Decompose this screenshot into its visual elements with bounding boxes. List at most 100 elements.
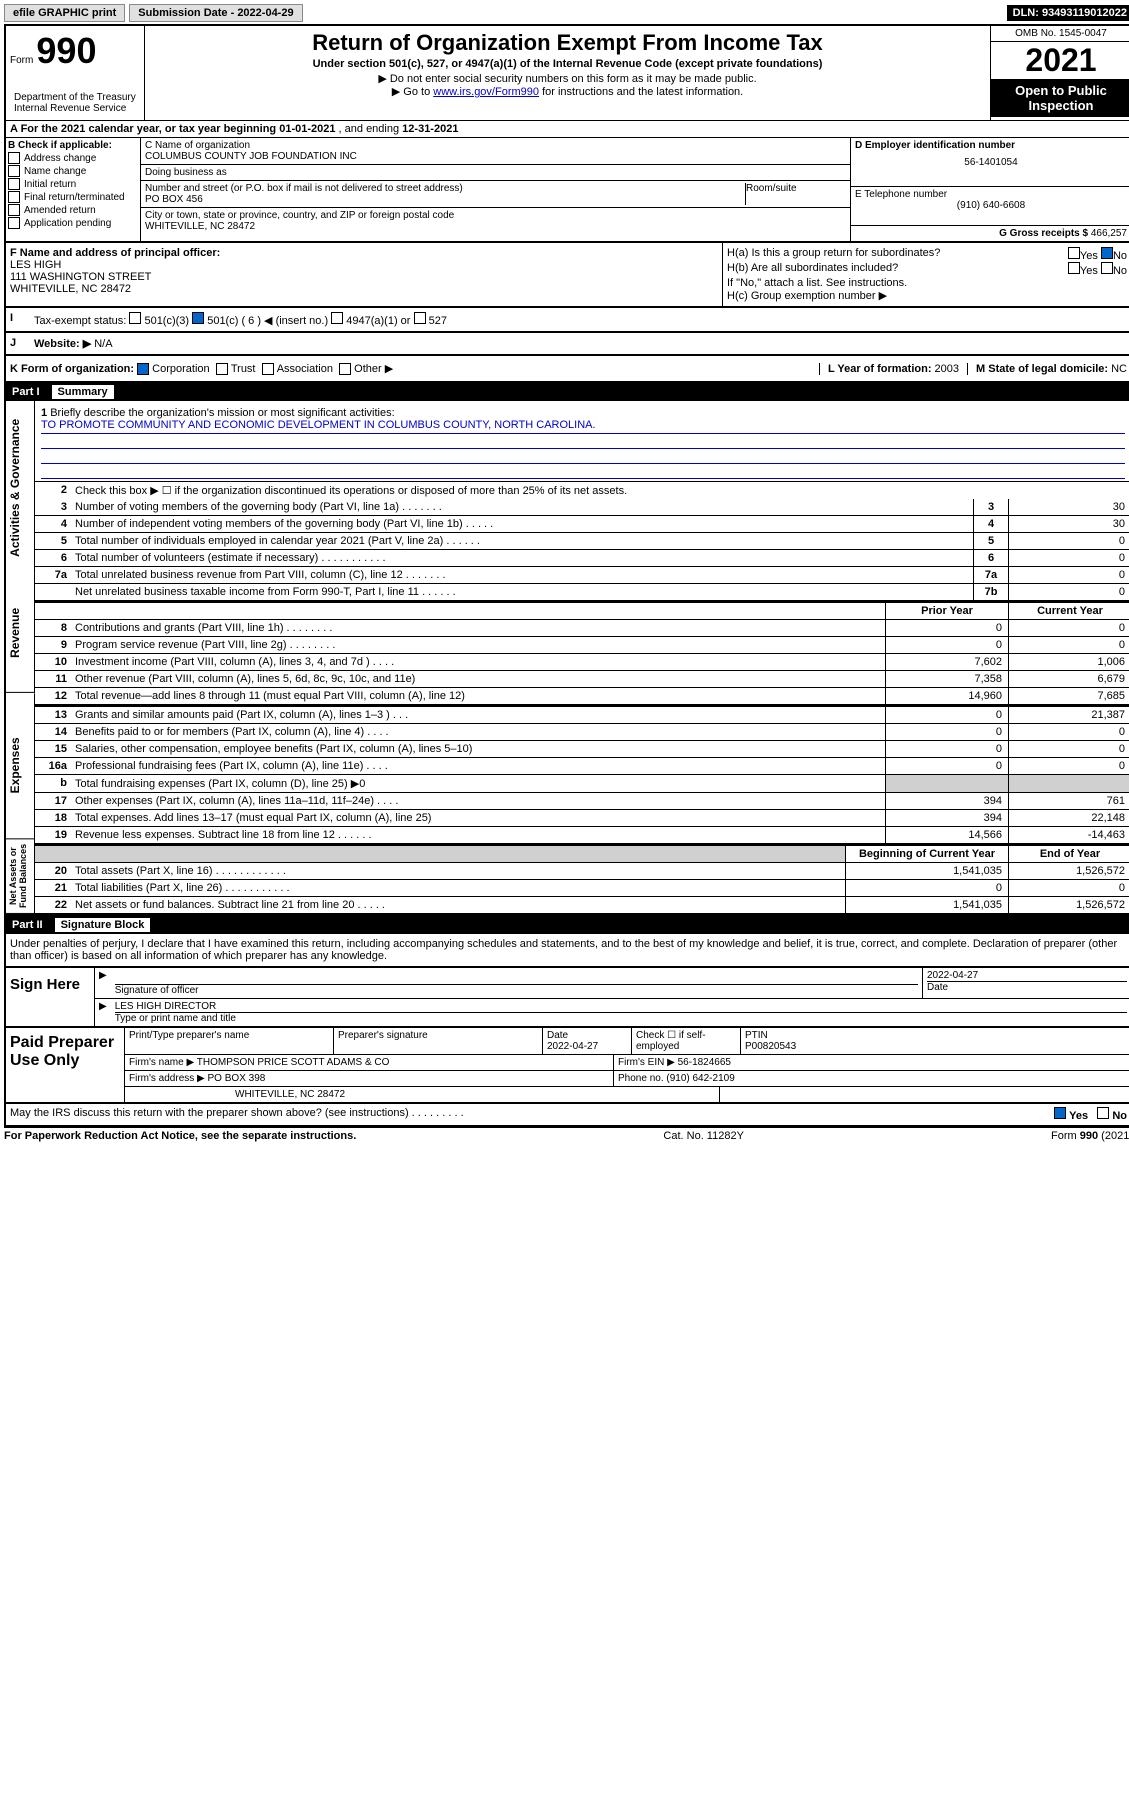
summary-line: 15Salaries, other compensation, employee… <box>35 741 1129 758</box>
summary-line: 6Total number of volunteers (estimate if… <box>35 550 1129 567</box>
summary-line: 16aProfessional fundraising fees (Part I… <box>35 758 1129 775</box>
print-name-label: Type or print name and title <box>115 1012 1127 1024</box>
summary-line: 10Investment income (Part VIII, column (… <box>35 654 1129 671</box>
vtab-revenue: Revenue <box>6 574 35 693</box>
summary-line: 17Other expenses (Part IX, column (A), l… <box>35 793 1129 810</box>
summary-line: bTotal fundraising expenses (Part IX, co… <box>35 775 1129 793</box>
gross-value: 466,257 <box>1091 228 1127 239</box>
part2-header: Part II Signature Block <box>4 916 1129 934</box>
firm-phone: (910) 642-2109 <box>666 1073 734 1084</box>
identity-section: B Check if applicable: Address change Na… <box>4 137 1129 243</box>
dba-label: Doing business as <box>145 167 846 178</box>
arrow-icon: ▶ <box>95 968 111 998</box>
mission-box: 1 Briefly describe the organization's mi… <box>35 401 1129 482</box>
checkbox-hb-yes[interactable] <box>1068 262 1080 274</box>
summary-line: 7aTotal unrelated business revenue from … <box>35 567 1129 584</box>
checkbox-association[interactable] <box>262 363 274 375</box>
checkbox-ha-no[interactable] <box>1101 247 1113 259</box>
form-title: Return of Organization Exempt From Incom… <box>153 30 982 56</box>
checkbox-501c3[interactable] <box>129 312 141 324</box>
officer-name: LES HIGH <box>10 259 61 271</box>
room-suite-label: Room/suite <box>746 183 846 205</box>
website-value: N/A <box>94 338 112 350</box>
checkbox-527[interactable] <box>414 312 426 324</box>
irs-link[interactable]: www.irs.gov/Form990 <box>433 86 539 98</box>
form-footer-label: Form 990 (2021) <box>1051 1130 1129 1142</box>
vtab-governance: Activities & Governance <box>6 401 35 574</box>
firm-addr2: WHITEVILLE, NC 28472 <box>125 1087 720 1102</box>
paid-preparer-block: Paid Preparer Use Only Print/Type prepar… <box>4 1028 1129 1104</box>
checkbox-501c[interactable] <box>192 312 204 324</box>
officer-group-row: F Name and address of principal officer:… <box>4 243 1129 308</box>
summary-line: 9Program service revenue (Part VIII, lin… <box>35 637 1129 654</box>
omb-number: OMB No. 1545-0047 <box>991 26 1129 42</box>
date-label: Date <box>927 981 1127 993</box>
tax-exempt-row: I Tax-exempt status: 501(c)(3) 501(c) ( … <box>4 308 1129 333</box>
checkbox-name-change[interactable] <box>8 165 20 177</box>
form-org-row: K Form of organization: Corporation Trus… <box>4 356 1129 383</box>
checkbox-4947a1[interactable] <box>331 312 343 324</box>
form-word: Form <box>10 55 33 66</box>
checkbox-hb-no[interactable] <box>1101 262 1113 274</box>
ein-label: D Employer identification number <box>855 140 1015 151</box>
check-if-applicable: B Check if applicable: Address change Na… <box>6 138 141 241</box>
arrow-icon: ▶ <box>95 999 111 1026</box>
summary-line: Net unrelated business taxable income fr… <box>35 584 1129 601</box>
summary-line: 21Total liabilities (Part X, line 26) . … <box>35 880 1129 897</box>
checkbox-corporation[interactable] <box>137 363 149 375</box>
part1-header: Part I Summary <box>4 383 1129 401</box>
gross-label: G Gross receipts $ <box>999 228 1091 239</box>
tax-year: 2021 <box>991 42 1129 79</box>
summary-line: 14Benefits paid to or for members (Part … <box>35 724 1129 741</box>
org-name: COLUMBUS COUNTY JOB FOUNDATION INC <box>145 151 846 162</box>
summary-line: 12Total revenue—add lines 8 through 11 (… <box>35 688 1129 705</box>
city-value: WHITEVILLE, NC 28472 <box>145 221 846 232</box>
footer-row: For Paperwork Reduction Act Notice, see … <box>4 1127 1129 1144</box>
sign-here-block: Sign Here ▶ Signature of officer 2022-04… <box>4 968 1129 1028</box>
checkbox-discuss-no[interactable] <box>1097 1107 1109 1119</box>
officer-print-name: LES HIGH DIRECTOR <box>115 1001 1127 1012</box>
firm-name: THOMPSON PRICE SCOTT ADAMS & CO <box>197 1057 390 1068</box>
org-name-label: C Name of organization <box>145 140 846 151</box>
summary-line: 22Net assets or fund balances. Subtract … <box>35 897 1129 914</box>
hc-label: H(c) Group exemption number ▶ <box>727 289 1127 302</box>
prep-date: 2022-04-27 <box>547 1041 598 1052</box>
department-label: Department of the Treasury Internal Reve… <box>10 90 140 116</box>
dln-label: DLN: 93493119012022 <box>1007 5 1129 21</box>
self-employed-check[interactable]: Check ☐ if self-employed <box>632 1028 741 1054</box>
open-inspection: Open to Public Inspection <box>991 79 1129 117</box>
efile-print-button[interactable]: efile GRAPHIC print <box>4 4 125 22</box>
phone-value: (910) 640-6608 <box>855 200 1127 211</box>
address-label: Number and street (or P.O. box if mail i… <box>145 183 745 194</box>
summary-line: 8Contributions and grants (Part VIII, li… <box>35 620 1129 637</box>
ha-label: H(a) Is this a group return for subordin… <box>727 247 940 262</box>
checkbox-address-change[interactable] <box>8 152 20 164</box>
checkbox-ha-yes[interactable] <box>1068 247 1080 259</box>
catalog-number: Cat. No. 11282Y <box>663 1130 744 1142</box>
checkbox-amended-return[interactable] <box>8 204 20 216</box>
checkbox-other[interactable] <box>339 363 351 375</box>
checkbox-initial-return[interactable] <box>8 178 20 190</box>
summary-line: 13Grants and similar amounts paid (Part … <box>35 707 1129 724</box>
officer-addr2: WHITEVILLE, NC 28472 <box>10 283 131 295</box>
summary-line: 18Total expenses. Add lines 13–17 (must … <box>35 810 1129 827</box>
discuss-row: May the IRS discuss this return with the… <box>4 1104 1129 1127</box>
sig-officer-label: Signature of officer <box>115 984 918 996</box>
city-label: City or town, state or province, country… <box>145 210 846 221</box>
submission-date-button[interactable]: Submission Date - 2022-04-29 <box>129 4 302 22</box>
checkbox-trust[interactable] <box>216 363 228 375</box>
checkbox-discuss-yes[interactable] <box>1054 1107 1066 1119</box>
ptin-value: P00820543 <box>745 1041 796 1052</box>
firm-addr1: PO BOX 398 <box>208 1073 266 1084</box>
mission-text: TO PROMOTE COMMUNITY AND ECONOMIC DEVELO… <box>41 419 1125 434</box>
checkbox-application-pending[interactable] <box>8 217 20 229</box>
summary-line: 4Number of independent voting members of… <box>35 516 1129 533</box>
sign-date: 2022-04-27 <box>927 970 1127 981</box>
address-value: PO BOX 456 <box>145 194 745 205</box>
form-number: 990 <box>36 30 96 71</box>
part1-body: Activities & Governance Revenue Expenses… <box>4 401 1129 916</box>
state-domicile: NC <box>1111 363 1127 375</box>
pra-notice: For Paperwork Reduction Act Notice, see … <box>4 1130 356 1142</box>
summary-line: 19Revenue less expenses. Subtract line 1… <box>35 827 1129 844</box>
checkbox-final-return[interactable] <box>8 191 20 203</box>
